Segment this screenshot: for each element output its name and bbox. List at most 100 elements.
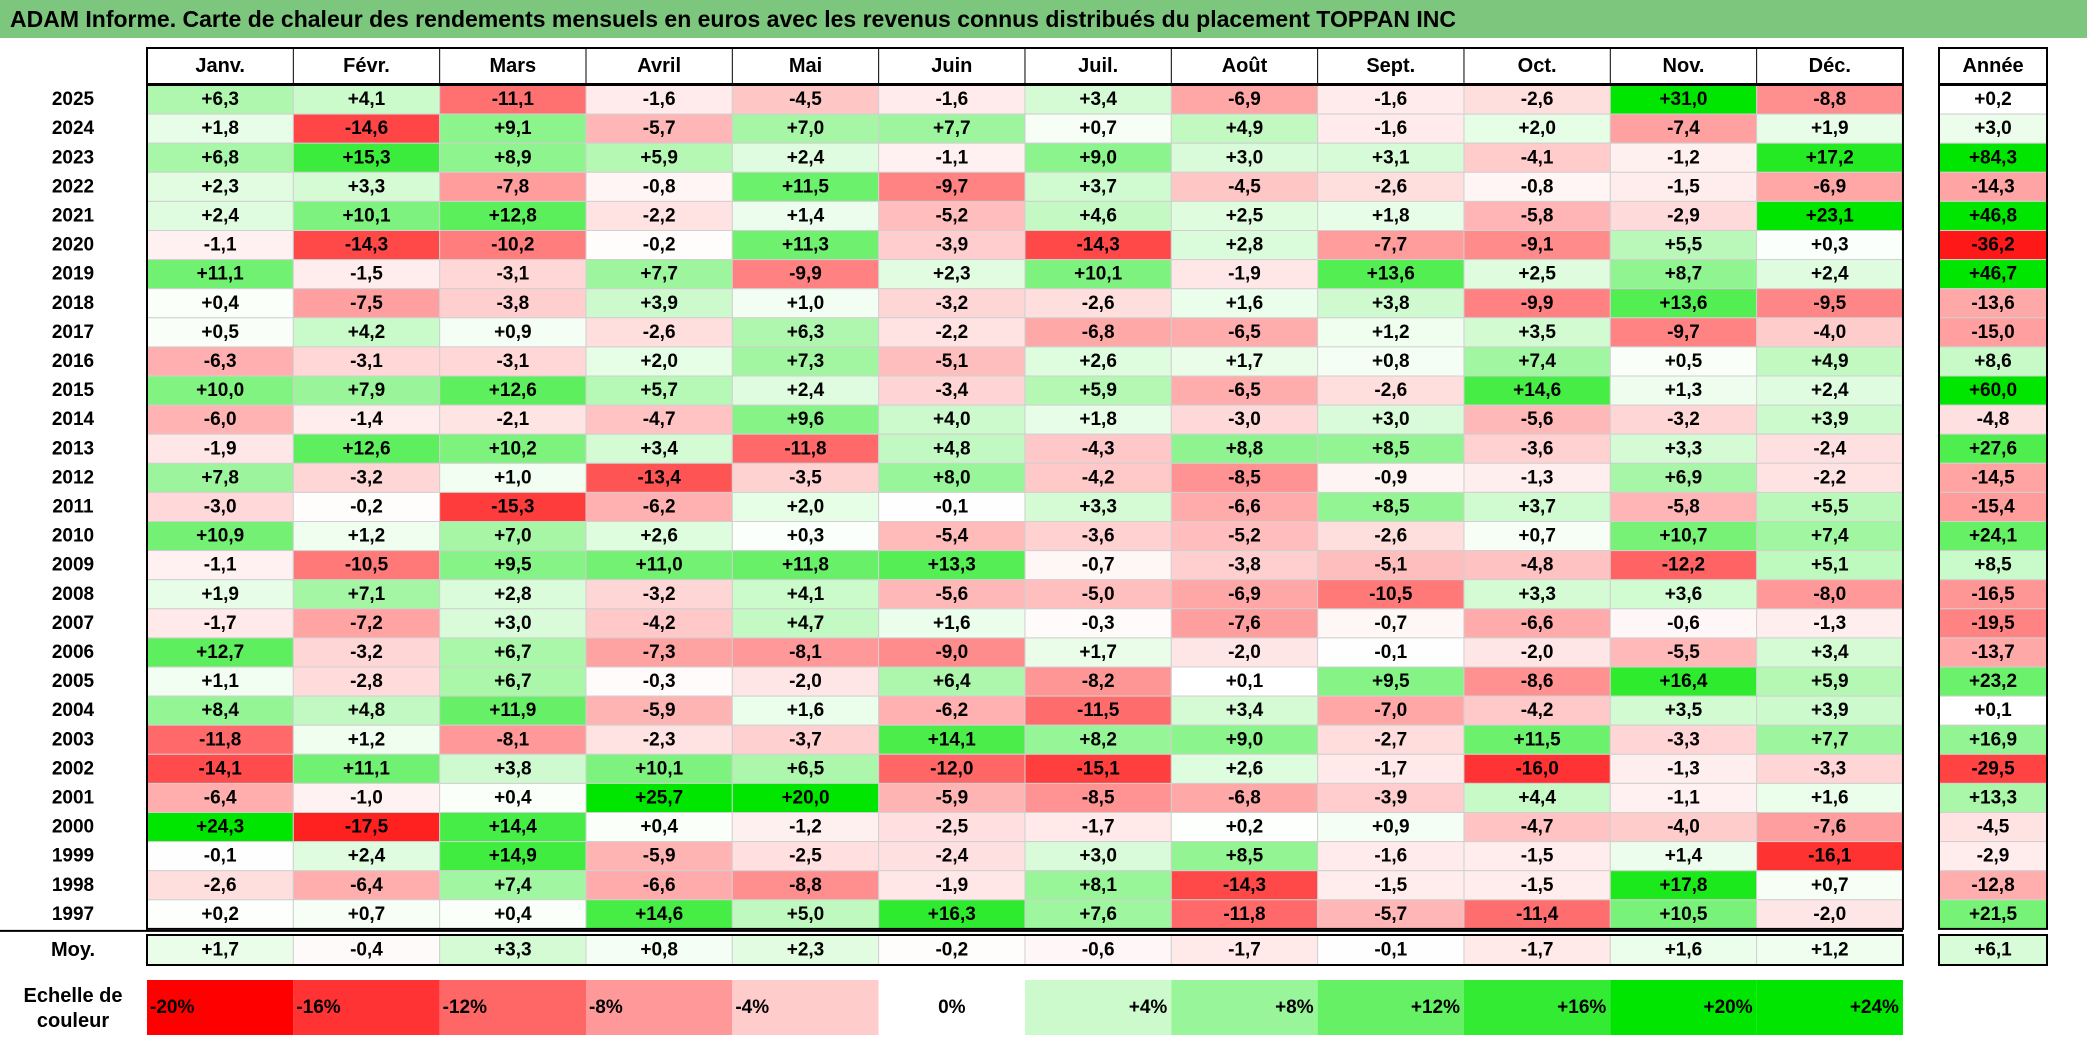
- cell-value: -11,5: [1077, 700, 1120, 721]
- cell-value: -11,8: [1223, 904, 1265, 925]
- cell-value: +3,3: [1518, 584, 1556, 605]
- cell-value: +3,8: [1372, 293, 1410, 314]
- cell-value: +3,6: [1665, 584, 1703, 605]
- cell-value: -4,7: [1521, 817, 1554, 838]
- cell-value: -4,0: [1813, 322, 1846, 343]
- cell-value: +7,4: [1811, 526, 1849, 547]
- cell-value: +10,1: [1074, 264, 1123, 285]
- cell-value: +10,1: [635, 758, 684, 779]
- heatmap-cell: [1170, 579, 1319, 610]
- heatmap-cell: [878, 230, 1026, 261]
- cell-value: +4,4: [1518, 787, 1556, 808]
- cell-value: +11,0: [636, 555, 683, 576]
- cell-value: +11,5: [1514, 729, 1561, 750]
- cell-value: -2,2: [935, 322, 968, 343]
- cell-value: -3,6: [1521, 438, 1554, 459]
- heatmap-cell: [1463, 491, 1611, 522]
- heatmap-cell: [1463, 812, 1611, 843]
- cell-value: -6,8: [1228, 787, 1261, 808]
- year-label: 2012: [52, 467, 94, 488]
- annual-value: +23,2: [1969, 671, 2017, 692]
- year-label: 2014: [52, 409, 95, 430]
- heatmap-cell: [878, 812, 1026, 843]
- heatmap-cell: [1170, 462, 1319, 493]
- cell-value: +8,4: [201, 700, 239, 721]
- cell-value: +1,9: [1811, 118, 1849, 139]
- color-scale-swatch: [1171, 980, 1318, 1035]
- heatmap-cell: [1463, 724, 1611, 755]
- year-label: 2022: [52, 176, 94, 197]
- cell-value: -8,8: [1813, 89, 1846, 110]
- cell-value: +4,8: [933, 438, 971, 459]
- cell-value: -4,5: [789, 89, 822, 110]
- heatmap-cell: [1317, 113, 1465, 144]
- heatmap-cell: [439, 171, 587, 202]
- heatmap-cell: [1609, 841, 1758, 872]
- heatmap-cell: [439, 550, 587, 581]
- heatmap-cell: [1463, 259, 1611, 290]
- cell-value: -14,1: [199, 758, 243, 779]
- heatmap-cell: [439, 317, 587, 348]
- annual-value: +8,5: [1974, 555, 2012, 576]
- cell-value: +2,0: [1518, 118, 1556, 139]
- heatmap-cell: [1170, 666, 1319, 697]
- heatmap-cell: [1463, 375, 1611, 406]
- cell-value: -5,8: [1521, 205, 1554, 226]
- cell-value: -3,5: [789, 467, 822, 488]
- cell-value: -2,0: [1813, 904, 1846, 925]
- color-scale-label: couleur: [37, 1010, 109, 1032]
- annual-header-box: [1938, 47, 2048, 85]
- cell-value: -9,7: [1667, 322, 1700, 343]
- heatmap-cell: [878, 84, 1026, 115]
- heatmap-cell: [585, 433, 733, 464]
- cell-value: +3,9: [1811, 700, 1849, 721]
- heatmap-cell: [585, 666, 733, 697]
- heatmap-cell: [146, 171, 294, 202]
- cell-value: +0,3: [787, 526, 825, 547]
- year-label: 2025: [52, 89, 95, 110]
- cell-value: +17,8: [1659, 875, 1707, 896]
- heatmap-cell: [1024, 608, 1172, 639]
- color-scale-swatch: [732, 980, 879, 1035]
- year-label: 2015: [52, 380, 95, 401]
- cell-value: +9,5: [1372, 671, 1410, 692]
- cell-value: -1,1: [1667, 787, 1700, 808]
- average-cell: [439, 934, 587, 966]
- heatmap-cell: [1024, 724, 1172, 755]
- heatmap-cell: [731, 812, 880, 843]
- heatmap-cell: [1609, 812, 1758, 843]
- heatmap-cell: [1024, 346, 1172, 377]
- year-label: 2020: [52, 235, 94, 256]
- heatmap-cell: [1463, 841, 1611, 872]
- heatmap-cell: [585, 113, 733, 144]
- heatmap-cell: [1317, 462, 1465, 493]
- cell-value: +6,5: [787, 758, 825, 779]
- heatmap-cell: [1609, 521, 1758, 552]
- heatmap-cell: [292, 259, 441, 290]
- cell-value: -3,1: [350, 351, 383, 372]
- cell-value: -11,8: [199, 729, 241, 750]
- annual-value: -15,4: [1971, 496, 2015, 517]
- heatmap-cell: [1170, 200, 1319, 231]
- cell-value: +4,1: [348, 89, 386, 110]
- cell-value: -1,4: [350, 409, 383, 430]
- cell-value: -1,3: [1813, 613, 1846, 634]
- cell-value: -7,7: [1374, 235, 1407, 256]
- cell-value: +16,3: [928, 904, 976, 925]
- heatmap-cell: [878, 753, 1026, 784]
- cell-value: -6,8: [1082, 322, 1115, 343]
- year-label: 2001: [52, 787, 95, 808]
- cell-value: -2,0: [1521, 642, 1554, 663]
- heatmap-cell: [878, 666, 1026, 697]
- cell-value: +0,9: [1372, 817, 1410, 838]
- cell-value: +7,4: [1518, 351, 1556, 372]
- cell-value: +15,3: [342, 147, 390, 168]
- cell-value: -0,8: [1521, 176, 1554, 197]
- cell-value: +8,1: [1079, 875, 1117, 896]
- color-scale-stop: +16%: [1557, 997, 1606, 1018]
- annual-cell: [1938, 230, 2048, 261]
- cell-value: +0,4: [640, 817, 678, 838]
- heatmap-cell: [1756, 462, 1904, 493]
- heatmap-cell: [1756, 724, 1904, 755]
- heatmap-cell: [731, 491, 880, 522]
